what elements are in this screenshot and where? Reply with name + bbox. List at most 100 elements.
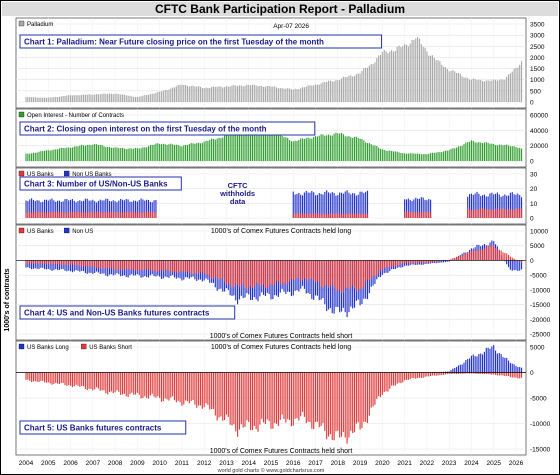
data-bar xyxy=(146,95,148,102)
data-bar-non-us xyxy=(493,194,495,218)
data-bar-non-us xyxy=(515,194,517,218)
data-bar xyxy=(131,260,133,270)
data-bar xyxy=(149,94,151,102)
data-bar-non-us xyxy=(318,193,320,218)
data-bar-non-us xyxy=(363,193,365,218)
data-bar xyxy=(160,144,163,161)
data-bar xyxy=(175,144,177,161)
data-bar xyxy=(483,248,485,261)
data-bar xyxy=(237,260,239,285)
data-bar xyxy=(283,372,285,419)
data-bar-non-us xyxy=(69,199,72,218)
data-bar xyxy=(339,133,341,161)
data-bar-non-us xyxy=(147,199,150,218)
data-bar-non-us xyxy=(127,199,129,218)
data-bar xyxy=(259,260,261,287)
data-bar-non-us xyxy=(417,198,419,218)
data-bar xyxy=(383,372,385,393)
data-bar xyxy=(97,372,99,389)
data-bar-us xyxy=(99,212,101,218)
data-bar-non-us xyxy=(404,199,406,218)
data-bar xyxy=(77,372,79,386)
data-bar xyxy=(320,372,322,426)
data-bar xyxy=(418,38,421,102)
data-bar xyxy=(86,372,88,391)
data-bar xyxy=(285,260,287,284)
data-bar xyxy=(400,372,402,384)
data-bar-us xyxy=(301,213,304,218)
data-bar xyxy=(467,359,469,373)
data-bar-us xyxy=(60,212,62,218)
data-bar xyxy=(480,249,482,261)
data-bar xyxy=(313,372,315,430)
data-bar xyxy=(105,93,107,102)
data-bar xyxy=(84,260,86,267)
data-bar xyxy=(430,55,432,102)
data-bar xyxy=(68,372,70,386)
data-bar xyxy=(34,260,36,269)
data-bar xyxy=(198,86,200,102)
data-bar xyxy=(316,84,318,102)
data-bar-non-us xyxy=(504,194,506,218)
data-bar-non-us xyxy=(507,195,510,218)
data-bar xyxy=(136,148,138,161)
data-bar xyxy=(326,135,328,161)
data-bar xyxy=(348,260,350,290)
data-bar-us xyxy=(337,213,339,218)
y-tick-label: 0 xyxy=(530,370,534,377)
data-bar xyxy=(146,147,148,161)
data-bar xyxy=(485,142,487,161)
data-bar-us xyxy=(472,209,474,218)
data-bar xyxy=(64,260,66,271)
data-bar xyxy=(517,260,519,272)
data-bar xyxy=(53,149,55,161)
data-bar xyxy=(53,260,55,265)
data-bar xyxy=(409,153,411,161)
data-bar xyxy=(120,372,122,395)
data-bar xyxy=(62,372,64,384)
bottom-axis-caption: 1000's of Comex Futures Contracts held s… xyxy=(210,448,353,455)
data-bar-us xyxy=(296,212,298,218)
data-bar xyxy=(398,152,400,161)
x-tick-label: 2009 xyxy=(130,460,145,467)
data-bar xyxy=(372,64,374,102)
data-bar-us xyxy=(138,212,140,218)
data-bar xyxy=(40,260,42,265)
data-bar xyxy=(420,154,422,161)
data-bar xyxy=(211,138,213,161)
data-bar xyxy=(311,138,313,161)
data-bar xyxy=(216,86,218,102)
data-bar xyxy=(450,370,452,373)
data-bar xyxy=(331,260,333,314)
data-bar-us xyxy=(335,213,337,218)
data-bar xyxy=(457,73,460,102)
data-bar xyxy=(55,260,57,270)
data-bar xyxy=(79,372,81,387)
data-bar xyxy=(212,260,215,279)
chart-box-frame xyxy=(19,121,316,136)
data-bar xyxy=(190,143,192,161)
data-bar-non-us xyxy=(153,200,155,218)
y-tick-label: 5000 xyxy=(530,243,545,250)
data-bar-non-us xyxy=(298,192,300,218)
data-bar-us xyxy=(348,213,350,218)
legend-swatch xyxy=(18,170,25,177)
data-bar-non-us xyxy=(151,202,153,218)
data-bar-non-us xyxy=(361,191,363,218)
data-bar xyxy=(73,372,75,387)
data-bar xyxy=(42,260,44,268)
data-bar xyxy=(298,372,300,421)
data-bar xyxy=(186,86,189,102)
data-bar xyxy=(318,372,320,428)
data-bar xyxy=(73,146,75,161)
data-bar xyxy=(196,86,198,102)
data-bar xyxy=(333,81,335,102)
data-bar xyxy=(82,260,85,267)
data-bar xyxy=(103,93,105,102)
data-bar-us xyxy=(342,213,344,218)
data-bar xyxy=(196,372,198,408)
data-bar xyxy=(38,260,40,269)
data-bar-us xyxy=(58,212,60,218)
data-bar-us xyxy=(38,212,40,218)
data-bar xyxy=(251,372,254,431)
